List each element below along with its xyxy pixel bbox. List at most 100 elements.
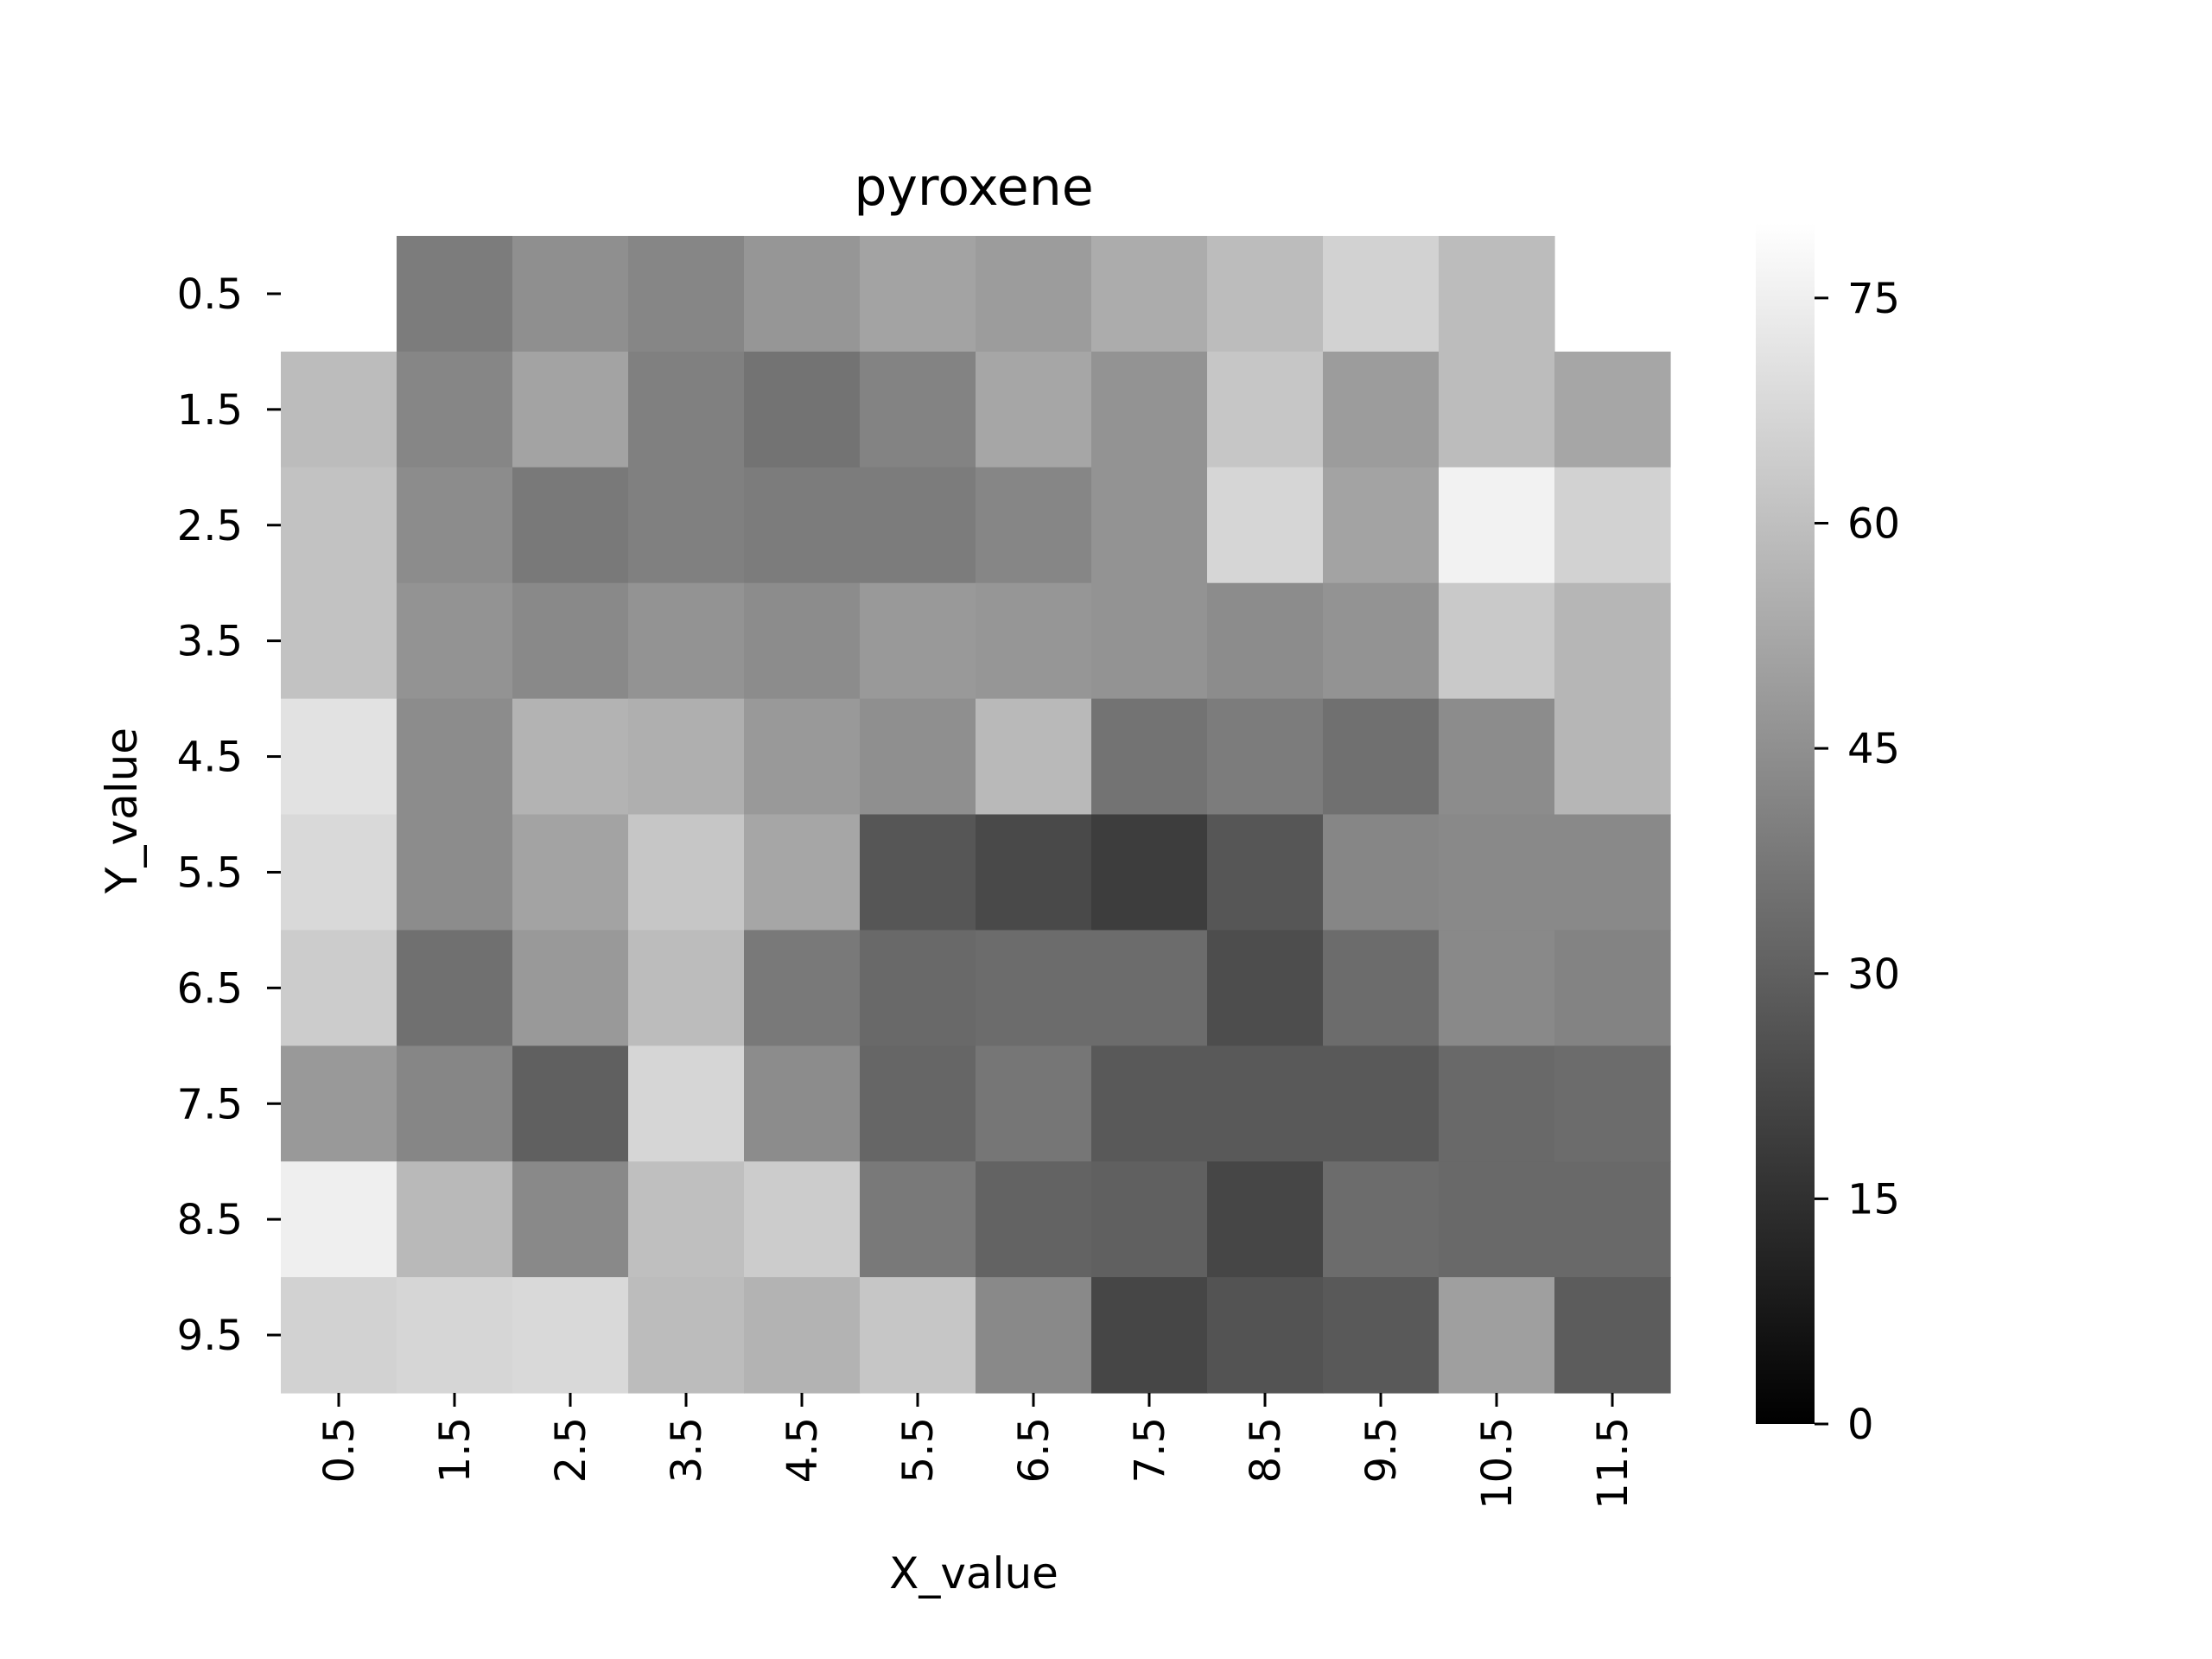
heatmap-cell [1091,1046,1208,1162]
heatmap-cell [397,930,513,1046]
heatmap-cell [1554,698,1671,816]
heatmap-cell [1207,1046,1324,1162]
heatmap-cell [1439,1046,1555,1162]
heatmap-cell [1207,814,1324,931]
heatmap-cell [397,467,513,584]
heatmap-cell [397,814,513,931]
heatmap-cell [628,236,745,353]
heatmap-cell [1207,582,1324,700]
heatmap-cell [628,351,745,468]
x-tick-label: 1.5 [431,1417,480,1483]
heatmap-cell [512,930,629,1046]
colorbar-tick-label: 0 [1847,1401,1874,1449]
heatmap-cell [512,467,629,584]
heatmap-cell [1323,467,1440,584]
heatmap-cell [860,814,976,931]
heatmap-cell [976,930,1092,1046]
y-tick-label: 8.5 [177,1196,243,1244]
heatmap-cell [628,582,745,700]
x-tick-label: 10.5 [1473,1417,1522,1510]
heatmap-cell [512,814,629,931]
heatmap-cell [1207,1277,1324,1394]
heatmap-cell [1207,467,1324,584]
heatmap-cell [1091,698,1208,816]
heatmap-cell [1439,698,1555,816]
heatmap-cell [512,698,629,816]
heatmap-cell [397,1046,513,1162]
heatmap-cell [1554,814,1671,931]
heatmap-cell [860,698,976,816]
heatmap-cell [976,1161,1092,1278]
heatmap-cell [281,814,397,931]
x-axis-label: X_value [889,1548,1058,1599]
x-tick-label: 0.5 [315,1417,364,1483]
heatmap-cell [860,236,976,353]
heatmap-cell [1439,930,1555,1046]
heatmap-cell [628,1277,745,1394]
heatmap-cell [1439,582,1555,700]
heatmap-cell [976,1046,1092,1162]
colorbar-tick-label: 45 [1847,725,1900,773]
colorbar-tick-label: 30 [1847,950,1900,999]
y-axis-ticks: 0.5 1.5 2.5 3.5 4.5 5.5 6.5 7.5 8.5 9.5 [177,270,281,1360]
heatmap-cell [1091,1277,1208,1394]
heatmap-cell [744,351,861,468]
colorbar-tick-label: 15 [1847,1175,1900,1224]
heatmap-cell [1439,1161,1555,1278]
heatmap-cell [628,467,745,584]
heatmap-cell [1323,814,1440,931]
heatmap-cell [976,698,1092,816]
heatmap-cell [976,582,1092,700]
heatmap-cell [744,1277,861,1394]
y-tick-label: 9.5 [177,1312,243,1360]
heatmap-cell [281,1277,397,1394]
heatmap-cell [1207,351,1324,468]
heatmap-cell [1323,1277,1440,1394]
heatmap-cell [628,814,745,931]
heatmap-cell [1323,930,1440,1046]
y-tick-label: 5.5 [177,849,243,897]
heatmap-cell [1323,236,1440,353]
heatmap-cell [860,582,976,700]
heatmap-cell [1439,351,1555,468]
heatmap-cell [1323,1161,1440,1278]
heatmap-cells [281,236,1671,1394]
heatmap-cell [628,1161,745,1278]
heatmap-cell [281,698,397,816]
heatmap-cell [1091,930,1208,1046]
heatmap-cell [397,236,513,353]
heatmap-cell [744,236,861,353]
colorbar [1756,223,1815,1424]
heatmap-cell [860,1046,976,1162]
heatmap-cell [397,351,513,468]
heatmap-cell [1207,236,1324,353]
heatmap-cell [976,814,1092,931]
x-tick-label: 4.5 [779,1417,827,1483]
heatmap-cell [1554,351,1671,468]
heatmap-cell [512,1161,629,1278]
x-tick-label: 2.5 [547,1417,595,1483]
chart-title: pyroxene [854,157,1093,218]
heatmap-cell [976,467,1092,584]
heatmap-cell [1091,1161,1208,1278]
heatmap-cell [1554,1046,1671,1162]
heatmap-cell [281,930,397,1046]
colorbar-tick-label: 60 [1847,500,1900,549]
x-axis-ticks: 0.5 1.5 2.5 3.5 4.5 5.5 6.5 7.5 8.5 9.5 10.5 11.5 [315,1393,1637,1510]
heatmap-cell [1207,930,1324,1046]
heatmap-cell [512,1277,629,1394]
colorbar-tick-label: 75 [1847,275,1900,323]
heatmap-cell [744,814,861,931]
heatmap-cell [1439,236,1555,353]
heatmap-cell [1091,351,1208,468]
heatmap-cell [397,698,513,816]
heatmap-cell [860,1277,976,1394]
heatmap-cell [1323,1046,1440,1162]
heatmap-cell [744,1161,861,1278]
heatmap-cell [628,698,745,816]
heatmap-cell [976,1277,1092,1394]
heatmap-cell [860,1161,976,1278]
heatmap-cell [976,236,1092,353]
heatmap-cell [976,351,1092,468]
